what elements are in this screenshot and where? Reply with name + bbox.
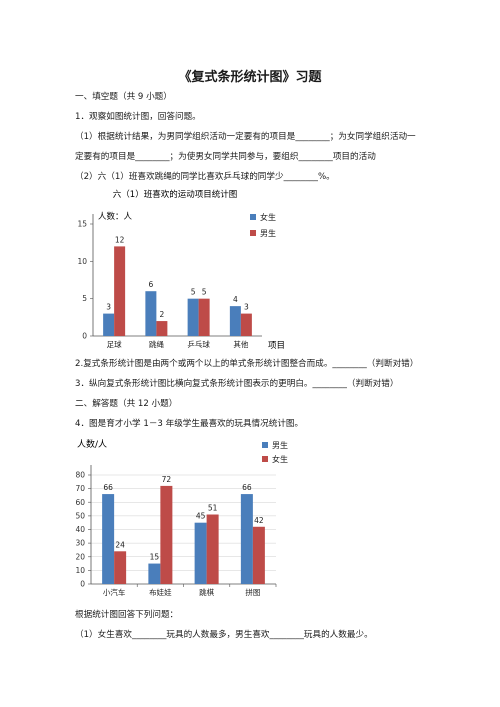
category-label: 跳绳 bbox=[149, 339, 164, 349]
bar bbox=[103, 313, 115, 336]
y-tick-label: 0 bbox=[82, 332, 87, 341]
bar bbox=[114, 246, 126, 336]
bar-value-label: 45 bbox=[196, 512, 206, 521]
bar bbox=[240, 494, 253, 584]
y-tick-label: 20 bbox=[75, 552, 85, 561]
y-tick-label: 30 bbox=[75, 539, 85, 548]
legend-label: 女生 bbox=[272, 454, 288, 464]
category-label: 足球 bbox=[107, 339, 122, 349]
bar bbox=[102, 494, 115, 584]
legend-label: 男生 bbox=[260, 228, 276, 238]
category-label: 其他 bbox=[233, 339, 248, 349]
section-heading-answer: 二、解答题（共 12 小题） bbox=[75, 399, 178, 409]
y-tick-label: 50 bbox=[75, 511, 85, 520]
y-tick-label: 40 bbox=[75, 525, 85, 534]
bar-value-label: 24 bbox=[115, 540, 125, 549]
y-tick-label: 70 bbox=[75, 484, 85, 493]
bar bbox=[148, 563, 161, 584]
bar-value-label: 51 bbox=[208, 504, 218, 513]
y-tick-label: 5 bbox=[82, 294, 87, 303]
y-tick-label: 10 bbox=[75, 566, 85, 575]
question-4-part1: （1）女生喜欢________玩具的人数最多，男生喜欢________玩具的人数… bbox=[75, 630, 373, 640]
y-tick-label: 60 bbox=[75, 498, 85, 507]
category-label: 乒乓球 bbox=[187, 339, 210, 349]
legend-swatch bbox=[250, 230, 256, 236]
bar bbox=[160, 485, 173, 584]
bar-value-label: 3 bbox=[106, 303, 111, 312]
question-3: 3．纵向复式条形统计图比横向复式条形统计图表示的更明白。________（判断对… bbox=[75, 379, 399, 389]
bar bbox=[240, 313, 252, 336]
chart-title: 六（1）班喜欢的运动项目统计图 bbox=[113, 189, 237, 200]
y-tick-label: 80 bbox=[75, 471, 85, 480]
y-axis-label: 人数/人 bbox=[77, 438, 107, 450]
page-title: 《复式条形统计图》习题 bbox=[178, 70, 322, 85]
bar bbox=[114, 551, 127, 584]
bar bbox=[252, 526, 265, 584]
y-axis-label: 人数：人 bbox=[98, 211, 133, 222]
bar-value-label: 15 bbox=[150, 553, 160, 562]
toys-bar-chart: 人数/人 0 10 20 30 40 50 60 70 80 小汽车 布娃娃 跳棋 拼图 66 24 15 7… bbox=[75, 438, 288, 597]
category-label: 布娃娃 bbox=[149, 587, 172, 597]
bar-value-label: 12 bbox=[115, 235, 125, 244]
bar bbox=[194, 522, 207, 584]
bar-value-label: 2 bbox=[159, 310, 164, 319]
question-2: 2.复式条形统计图是由两个或两个以上的单式条形统计图整合而成。________（… bbox=[75, 359, 419, 369]
question-1-stem: 1．观察如图统计图，回答问题。 bbox=[75, 112, 201, 122]
bar-value-label: 5 bbox=[191, 288, 196, 297]
bar bbox=[187, 298, 199, 336]
question-1-part1-line1: （1）根据统计结果，为男同学组织活动一定要有的项目是________；为女同学组… bbox=[75, 132, 416, 142]
bar-value-label: 5 bbox=[202, 288, 207, 297]
legend-swatch bbox=[262, 456, 268, 462]
category-label: 拼图 bbox=[245, 587, 260, 597]
question-4-stem: 4．图是育才小学 1－3 年级学生最喜欢的玩具情况统计图。 bbox=[75, 419, 304, 429]
legend-swatch bbox=[262, 442, 268, 448]
category-label: 跳棋 bbox=[199, 587, 214, 597]
bar bbox=[145, 291, 157, 336]
section-heading-fill-blank: 一、填空题（共 9 小题） bbox=[75, 92, 172, 102]
bar bbox=[198, 298, 210, 336]
legend-label: 女生 bbox=[260, 212, 276, 222]
legend-label: 男生 bbox=[272, 440, 288, 450]
bar-value-label: 6 bbox=[148, 280, 153, 289]
y-tick-label: 10 bbox=[77, 257, 87, 266]
bar bbox=[206, 514, 219, 584]
bar-value-label: 72 bbox=[162, 475, 172, 484]
question-1-part1-line2: 定要有的项目是________；为使男女同学共同参与，要组织________项目… bbox=[75, 152, 376, 162]
bar bbox=[229, 306, 241, 336]
question-4-instruction: 根据统计图回答下列问题： bbox=[75, 610, 179, 620]
question-1-part2: （2）六（1）班喜欢跳绳的同学比喜欢乒乓球的同学少________%。 bbox=[75, 172, 335, 182]
bar-value-label: 66 bbox=[242, 483, 252, 492]
bar-value-label: 42 bbox=[254, 516, 264, 525]
bar-value-label: 66 bbox=[103, 483, 113, 492]
y-tick-label: 0 bbox=[80, 580, 85, 589]
bar bbox=[156, 321, 168, 336]
category-label: 小汽车 bbox=[103, 587, 126, 597]
bar-value-label: 4 bbox=[233, 295, 238, 304]
legend-swatch bbox=[250, 214, 256, 220]
bar-value-label: 3 bbox=[244, 303, 249, 312]
y-tick-label: 15 bbox=[77, 220, 87, 229]
x-axis-label: 项目 bbox=[268, 341, 285, 350]
